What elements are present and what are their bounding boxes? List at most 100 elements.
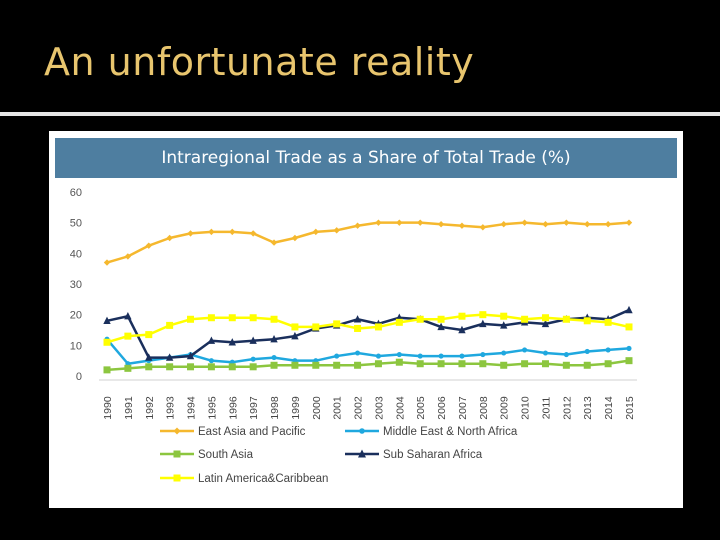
point-east-asia-and-pacific-2001 bbox=[333, 227, 340, 234]
point-sub-saharan-africa-1997 bbox=[249, 336, 257, 344]
series-line-middle-east-north-africa bbox=[106, 338, 630, 365]
legend-swatch-marker-east-asia-and-pacific bbox=[173, 427, 181, 435]
point-middle-east-north-africa-2013 bbox=[584, 348, 590, 355]
point-middle-east-north-africa-2014 bbox=[605, 347, 611, 353]
point-east-asia-and-pacific-2008 bbox=[479, 224, 487, 231]
point-latin-america-caribbean-2012 bbox=[562, 315, 570, 323]
point-middle-east-north-africa-2002 bbox=[355, 350, 361, 356]
point-latin-america-caribbean-2006 bbox=[437, 315, 445, 323]
point-middle-east-north-africa-2008 bbox=[480, 351, 486, 358]
point-south-asia-2013 bbox=[583, 361, 591, 369]
y-tick-label-0: 0 bbox=[76, 371, 82, 383]
x-tick-label-2003: 2003 bbox=[373, 396, 385, 420]
point-middle-east-north-africa-1995 bbox=[208, 358, 214, 364]
point-south-asia-1997 bbox=[249, 363, 257, 371]
point-latin-america-caribbean-1995 bbox=[207, 314, 215, 322]
legend-swatch-marker-latin-america-caribbean bbox=[173, 474, 181, 482]
point-south-asia-2012 bbox=[562, 361, 570, 369]
point-middle-east-north-africa-2004 bbox=[396, 351, 402, 358]
point-sub-saharan-africa-1999 bbox=[291, 331, 299, 340]
point-middle-east-north-africa-2015 bbox=[626, 345, 632, 351]
x-tick-label-2005: 2005 bbox=[415, 396, 427, 420]
point-middle-east-north-africa-1998 bbox=[271, 355, 277, 361]
point-sub-saharan-africa-2009 bbox=[500, 321, 508, 329]
legend-label-middle-east-north-africa: Middle East & North Africa bbox=[383, 426, 518, 438]
point-south-asia-1998 bbox=[270, 361, 278, 369]
point-east-asia-and-pacific-2000 bbox=[312, 228, 319, 236]
point-latin-america-caribbean-2004 bbox=[395, 318, 403, 326]
point-sub-saharan-africa-2002 bbox=[353, 315, 362, 323]
point-latin-america-caribbean-2007 bbox=[458, 312, 466, 320]
x-tick-label-2001: 2001 bbox=[332, 396, 344, 420]
point-east-asia-and-pacific-1999 bbox=[291, 234, 299, 242]
point-east-asia-and-pacific-2005 bbox=[417, 219, 424, 226]
point-sub-saharan-africa-1991 bbox=[124, 312, 132, 320]
x-tick-label-2008: 2008 bbox=[478, 396, 490, 420]
series-line-east-asia-and-pacific bbox=[106, 221, 630, 264]
y-tick-label-60: 60 bbox=[70, 187, 82, 199]
point-latin-america-caribbean-2001 bbox=[333, 320, 341, 328]
point-sub-saharan-africa-2007 bbox=[458, 325, 466, 334]
point-sub-saharan-africa-2006 bbox=[437, 322, 445, 331]
point-latin-america-caribbean-1996 bbox=[228, 314, 236, 322]
point-middle-east-north-africa-2010 bbox=[522, 347, 528, 353]
x-tick-label-1990: 1990 bbox=[102, 396, 114, 420]
x-tick-label-1993: 1993 bbox=[165, 396, 177, 420]
point-middle-east-north-africa-2012 bbox=[563, 351, 569, 358]
point-south-asia-2008 bbox=[479, 360, 487, 368]
x-tick-label-1991: 1991 bbox=[123, 396, 135, 420]
point-latin-america-caribbean-1990 bbox=[103, 338, 111, 346]
point-south-asia-2014 bbox=[604, 360, 612, 368]
x-tick-label-2000: 2000 bbox=[311, 396, 323, 420]
point-latin-america-caribbean-2011 bbox=[541, 314, 549, 322]
x-tick-label-2012: 2012 bbox=[561, 396, 573, 420]
point-sub-saharan-africa-2008 bbox=[479, 319, 487, 328]
legend-label-sub-saharan-africa: Sub Saharan Africa bbox=[383, 449, 483, 461]
point-east-asia-and-pacific-1996 bbox=[229, 228, 236, 236]
y-tick-label-20: 20 bbox=[70, 310, 82, 322]
x-tick-label-1997: 1997 bbox=[248, 396, 260, 420]
title-divider bbox=[0, 112, 720, 116]
x-tick-label-2006: 2006 bbox=[436, 396, 448, 420]
point-south-asia-2007 bbox=[458, 360, 466, 368]
point-latin-america-caribbean-1999 bbox=[291, 323, 299, 331]
y-tick-label-10: 10 bbox=[70, 340, 82, 352]
chart-header-bar bbox=[55, 138, 677, 178]
point-middle-east-north-africa-2006 bbox=[438, 353, 444, 359]
point-south-asia-2000 bbox=[312, 361, 320, 369]
point-south-asia-2015 bbox=[625, 357, 633, 365]
legend-label-latin-america-caribbean: Latin America&Caribbean bbox=[198, 473, 328, 485]
point-latin-america-caribbean-1992 bbox=[145, 331, 153, 339]
point-east-asia-and-pacific-1998 bbox=[270, 239, 278, 246]
point-south-asia-2002 bbox=[354, 361, 362, 369]
x-tick-label-1999: 1999 bbox=[290, 396, 302, 420]
point-sub-saharan-africa-1990 bbox=[103, 316, 111, 324]
point-middle-east-north-africa-2011 bbox=[542, 350, 549, 356]
x-tick-label-2009: 2009 bbox=[499, 396, 511, 420]
legend-swatch-marker-south-asia bbox=[173, 450, 181, 458]
point-south-asia-1995 bbox=[207, 363, 215, 371]
x-tick-label-1998: 1998 bbox=[269, 396, 281, 420]
series-line-south-asia bbox=[106, 359, 630, 372]
point-east-asia-and-pacific-1990 bbox=[103, 259, 111, 266]
point-latin-america-caribbean-2005 bbox=[416, 315, 424, 323]
point-east-asia-and-pacific-1994 bbox=[187, 230, 194, 237]
point-sub-saharan-africa-2015 bbox=[625, 305, 633, 314]
y-tick-label-40: 40 bbox=[70, 248, 82, 260]
point-south-asia-1991 bbox=[124, 364, 132, 372]
chart-title: Intraregional Trade as a Share of Total … bbox=[161, 148, 571, 168]
point-east-asia-and-pacific-2007 bbox=[458, 222, 466, 229]
point-south-asia-2005 bbox=[416, 360, 424, 368]
point-south-asia-1993 bbox=[166, 363, 174, 371]
point-latin-america-caribbean-2003 bbox=[374, 323, 382, 331]
point-latin-america-caribbean-1997 bbox=[249, 314, 257, 322]
point-latin-america-caribbean-1994 bbox=[187, 315, 195, 323]
series-line-sub-saharan-africa bbox=[106, 308, 630, 359]
point-east-asia-and-pacific-2009 bbox=[500, 221, 507, 228]
point-latin-america-caribbean-1991 bbox=[124, 332, 132, 340]
x-tick-label-2007: 2007 bbox=[457, 396, 469, 420]
point-south-asia-2009 bbox=[500, 361, 508, 369]
point-east-asia-and-pacific-1991 bbox=[124, 253, 132, 260]
point-south-asia-1999 bbox=[291, 361, 299, 369]
